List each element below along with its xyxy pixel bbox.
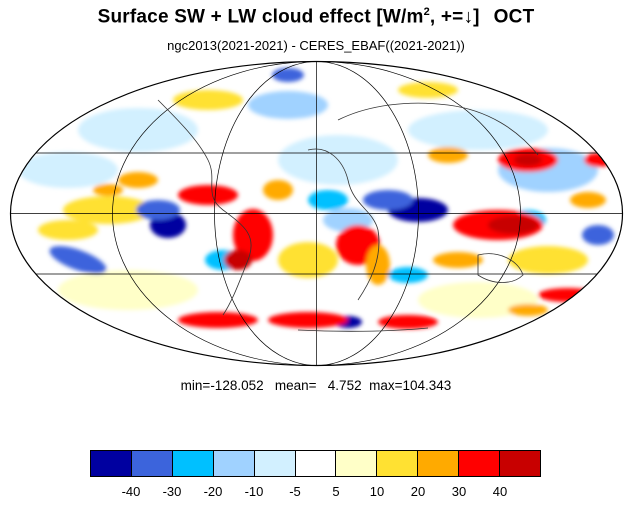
colorbar	[90, 450, 541, 477]
colorbar-label: 10	[369, 484, 385, 499]
stat-max-value: 104.343	[402, 378, 452, 393]
map-stats: min=-128.052 mean= 4.752 max=104.343	[0, 378, 632, 393]
title-month: OCT	[493, 6, 535, 28]
colorbar-label: -20	[203, 484, 223, 499]
map-outline	[9, 60, 624, 367]
map-subtitle: ngc2013(2021-2021) - CERES_EBAF((2021-20…	[167, 38, 465, 53]
colorbar-swatch	[418, 451, 460, 476]
stat-mean-value: 4.752	[327, 378, 362, 393]
colorbar-swatch	[377, 451, 419, 476]
colorbar-label: 5	[332, 484, 340, 499]
title-prefix: Surface SW + LW cloud effect [W/m	[97, 6, 424, 28]
coastlines	[157, 99, 539, 332]
colorbar-swatch	[172, 451, 214, 476]
colorbar-label: 40	[492, 484, 508, 499]
colorbar-swatch	[295, 451, 337, 476]
colorbar-swatch	[459, 451, 501, 476]
colorbar-swatch	[131, 451, 173, 476]
map-svg	[9, 60, 624, 367]
colorbar-swatch	[213, 451, 255, 476]
world-map	[8, 60, 625, 367]
colorbar-swatch	[336, 451, 378, 476]
map-title: Surface SW + LW cloud effect [W/m2, +=↓]…	[0, 6, 632, 28]
colorbar-label: 30	[451, 484, 467, 499]
colorbar-labels: -40 -30 -20 -10 -5 5 10 20 30 40	[90, 484, 541, 500]
colorbar-label: -10	[244, 484, 264, 499]
colorbar-swatch	[91, 451, 132, 476]
colorbar-swatch	[500, 451, 540, 476]
graticule	[10, 61, 623, 366]
title-suffix: , +=↓]	[429, 6, 480, 28]
stat-min-label: min=	[180, 378, 211, 393]
colorbar-swatch	[254, 451, 296, 476]
colorbar-label: -5	[289, 484, 301, 499]
title-superscript: 2	[423, 6, 430, 18]
stat-min-value: -128.052	[210, 378, 264, 393]
colorbar-label: -40	[121, 484, 141, 499]
stat-mean-label: mean=	[274, 378, 317, 393]
stat-max-label: max=	[369, 378, 403, 393]
colorbar-label: -30	[162, 484, 182, 499]
colorbar-label: 20	[410, 484, 426, 499]
